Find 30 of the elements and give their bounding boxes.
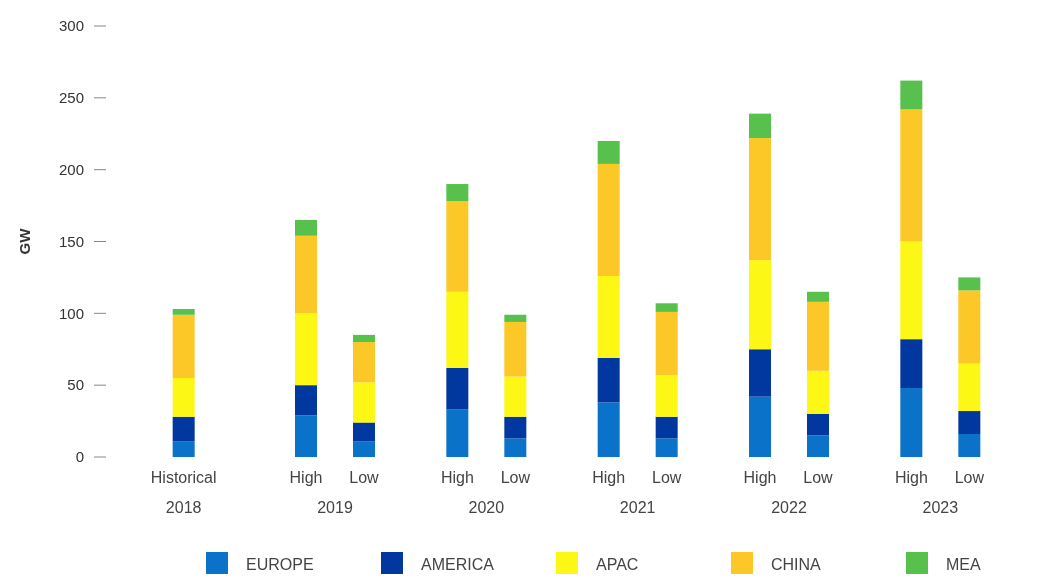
x-tick-label: Low <box>803 469 834 486</box>
legend-label: CHINA <box>771 555 822 573</box>
text: 2021 <box>619 499 656 516</box>
y-tick-label: 300 <box>58 17 84 35</box>
x-tick-label: Low <box>954 469 985 486</box>
y-tick-label: 100 <box>58 304 84 322</box>
x-tick-label: High <box>743 469 777 486</box>
text: 2023 <box>922 499 959 516</box>
y-axis-title: GW <box>16 227 33 255</box>
y-tick-label: 200 <box>58 160 84 178</box>
x-tick-label: Historical <box>150 469 217 486</box>
x-tick-label: High <box>592 469 626 486</box>
text: 2019 <box>317 499 353 516</box>
y-tick-label: 0 <box>75 448 84 466</box>
x-tick-label: Low <box>349 469 380 486</box>
x-tick-label: High <box>289 469 323 486</box>
x-tick-label: Low <box>651 469 682 486</box>
x-tick-label: High <box>894 469 928 486</box>
y-tick-label: 150 <box>58 232 84 250</box>
text: 2020 <box>468 499 505 516</box>
text: 2022 <box>771 499 807 516</box>
x-tick-label: Low <box>500 469 531 486</box>
legend-label: AMERICA <box>421 555 495 573</box>
legend-label: APAC <box>596 555 639 573</box>
x-tick-label: High <box>440 469 474 486</box>
y-tick-label: 250 <box>58 89 84 107</box>
y-tick-label: 50 <box>67 376 84 394</box>
text: 2018 <box>165 499 202 516</box>
legend-label: MEA <box>946 555 981 573</box>
legend-label: EUROPE <box>246 555 314 573</box>
